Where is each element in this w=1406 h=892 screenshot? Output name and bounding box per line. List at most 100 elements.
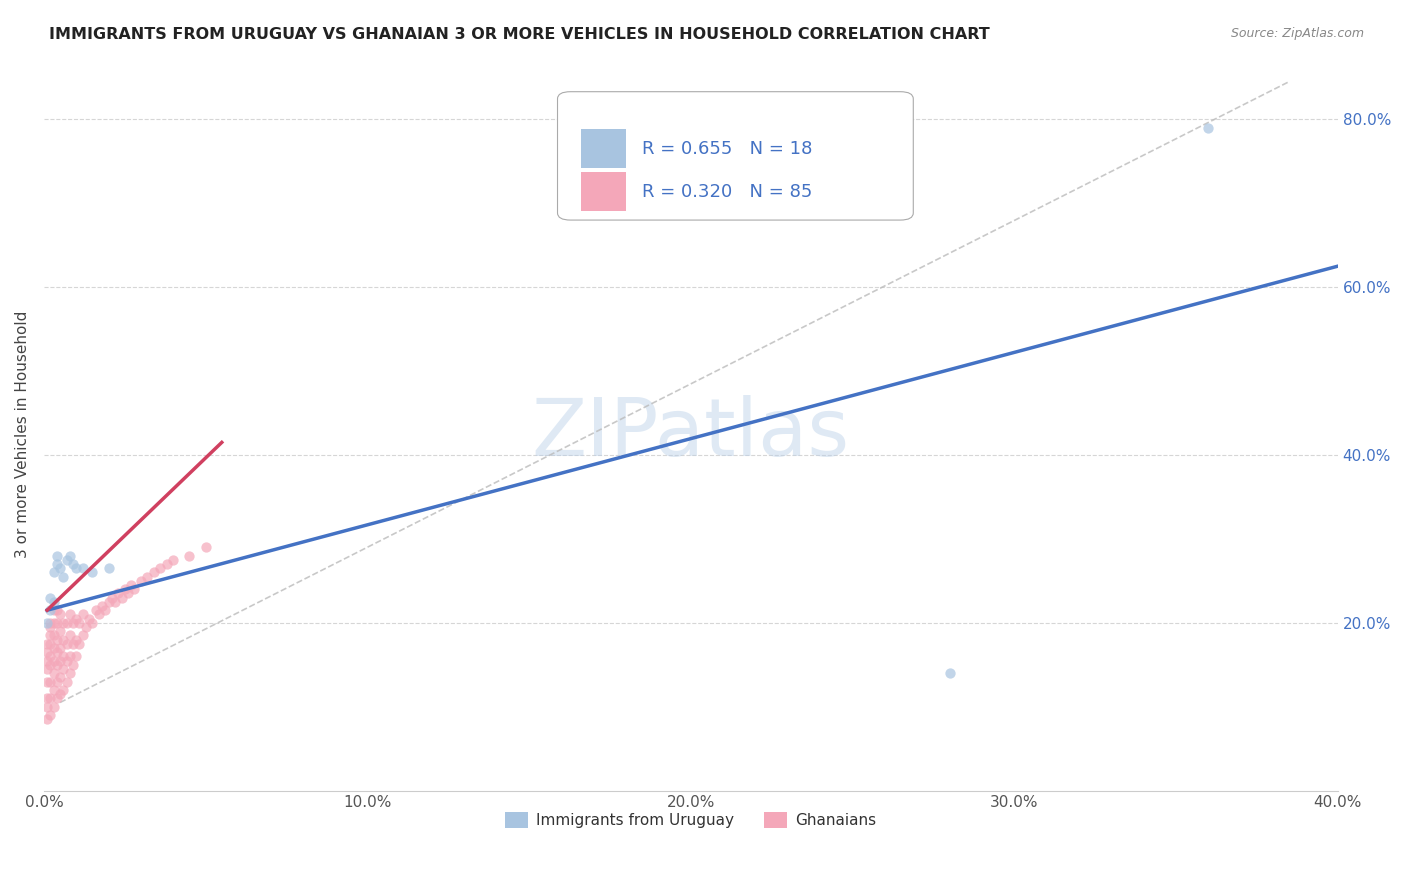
Point <box>114 582 136 597</box>
Point <box>52 649 75 664</box>
Point <box>42 654 65 668</box>
Point <box>39 674 62 689</box>
Point <box>65 649 87 664</box>
Point <box>97 561 120 575</box>
Point <box>42 640 65 655</box>
Point <box>49 607 72 622</box>
Point <box>55 615 77 630</box>
Legend: Immigrants from Uruguay, Ghanaians: Immigrants from Uruguay, Ghanaians <box>499 806 883 834</box>
Point <box>136 569 159 583</box>
Point <box>59 628 82 642</box>
Point <box>39 591 62 605</box>
Point <box>82 566 104 580</box>
Point <box>45 674 67 689</box>
Point <box>37 615 59 630</box>
Point <box>45 615 67 630</box>
Point <box>45 645 67 659</box>
Point <box>45 691 67 706</box>
Point <box>49 687 72 701</box>
Point <box>37 654 59 668</box>
Point <box>129 574 152 588</box>
Point <box>65 632 87 647</box>
Point <box>107 586 129 600</box>
Point <box>49 670 72 684</box>
Point <box>59 549 82 563</box>
Point <box>142 566 165 580</box>
Point <box>91 599 114 613</box>
Point <box>82 615 104 630</box>
Point <box>49 624 72 639</box>
Point <box>62 637 84 651</box>
Point <box>37 645 59 659</box>
Point <box>39 657 62 672</box>
Point <box>39 628 62 642</box>
Point <box>42 566 65 580</box>
FancyBboxPatch shape <box>558 92 914 220</box>
Point <box>45 557 67 571</box>
Point <box>45 603 67 617</box>
Point <box>49 640 72 655</box>
Point <box>149 561 172 575</box>
Point <box>194 541 217 555</box>
Point <box>52 569 75 583</box>
Point <box>84 603 107 617</box>
Point <box>110 591 132 605</box>
Point <box>52 682 75 697</box>
Point <box>69 615 91 630</box>
Point <box>55 674 77 689</box>
Point <box>65 611 87 625</box>
Point <box>72 628 94 642</box>
Point <box>37 691 59 706</box>
Point <box>62 615 84 630</box>
Point <box>162 553 184 567</box>
Text: IMMIGRANTS FROM URUGUAY VS GHANAIAN 3 OR MORE VEHICLES IN HOUSEHOLD CORRELATION : IMMIGRANTS FROM URUGUAY VS GHANAIAN 3 OR… <box>49 27 990 42</box>
Point <box>62 657 84 672</box>
Point <box>42 699 65 714</box>
FancyBboxPatch shape <box>581 172 626 211</box>
Point <box>75 620 97 634</box>
Point <box>65 561 87 575</box>
Point <box>42 615 65 630</box>
Point <box>72 607 94 622</box>
Point <box>45 657 67 672</box>
Point <box>52 632 75 647</box>
Point <box>42 628 65 642</box>
Point <box>52 615 75 630</box>
Point <box>37 662 59 676</box>
Point <box>62 557 84 571</box>
Point <box>55 553 77 567</box>
Point <box>55 654 77 668</box>
Point <box>39 615 62 630</box>
Point <box>87 607 110 622</box>
Point <box>39 649 62 664</box>
Point <box>39 620 62 634</box>
Point <box>97 595 120 609</box>
Point <box>39 637 62 651</box>
Point <box>59 666 82 681</box>
Point <box>49 654 72 668</box>
Point <box>94 603 117 617</box>
Point <box>104 595 127 609</box>
Point <box>45 632 67 647</box>
Point <box>37 637 59 651</box>
Point <box>42 603 65 617</box>
Point <box>156 557 179 571</box>
Point <box>72 561 94 575</box>
Point <box>37 699 59 714</box>
Point <box>45 549 67 563</box>
Point <box>37 674 59 689</box>
Text: R = 0.320   N = 85: R = 0.320 N = 85 <box>641 183 813 201</box>
Point <box>59 607 82 622</box>
Point <box>42 682 65 697</box>
Text: R = 0.655   N = 18: R = 0.655 N = 18 <box>641 140 813 158</box>
Y-axis label: 3 or more Vehicles in Household: 3 or more Vehicles in Household <box>15 310 30 558</box>
Point <box>69 637 91 651</box>
FancyBboxPatch shape <box>581 129 626 169</box>
Point <box>55 637 77 651</box>
Point <box>117 586 139 600</box>
Point <box>39 691 62 706</box>
Point <box>938 666 960 681</box>
Point <box>77 611 100 625</box>
Point <box>49 561 72 575</box>
Text: ZIPatlas: ZIPatlas <box>531 395 849 473</box>
